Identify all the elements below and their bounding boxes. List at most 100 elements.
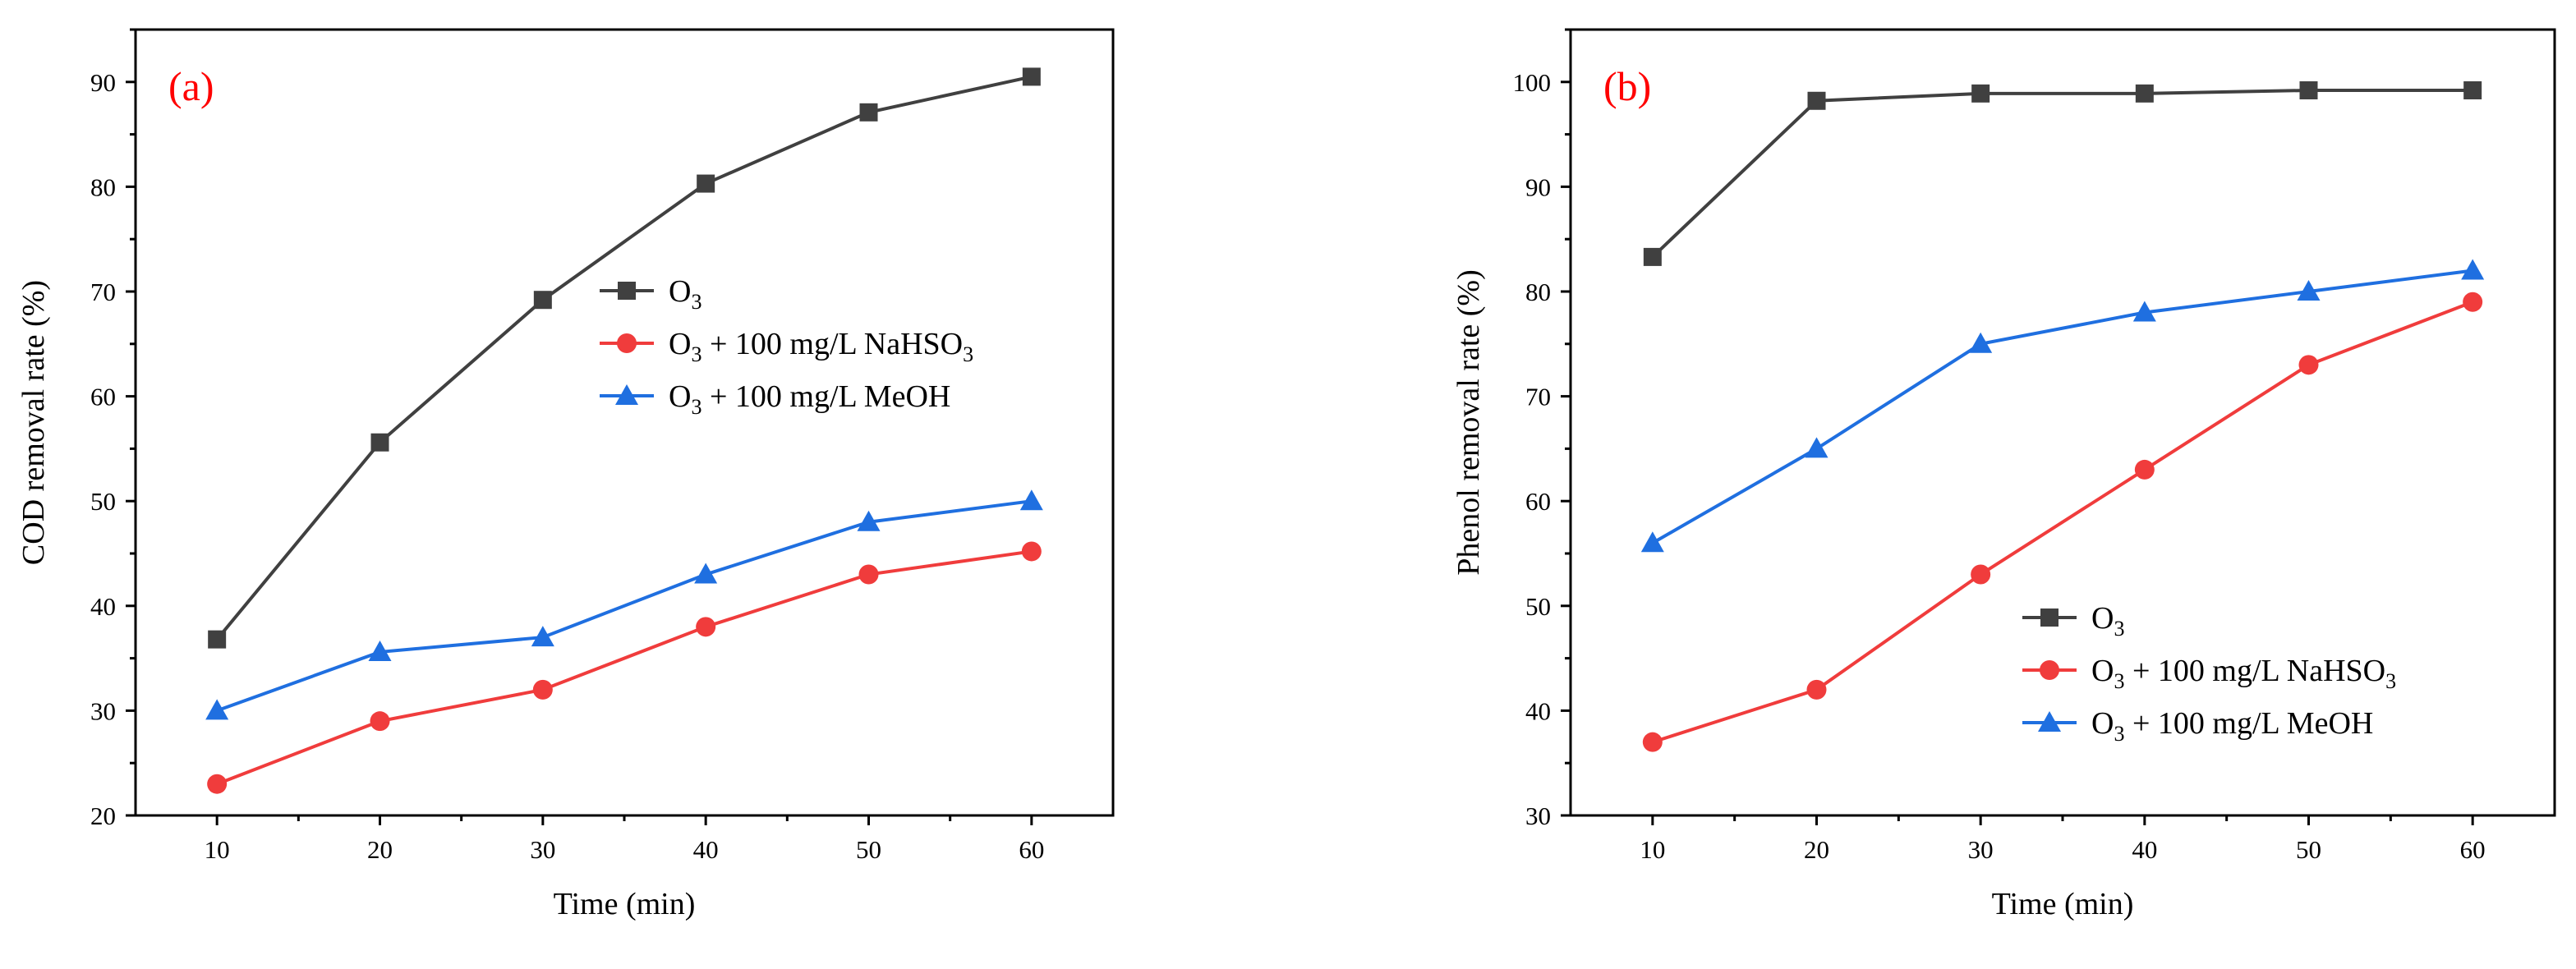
series-line	[1651, 89, 2473, 259]
data-point	[532, 679, 553, 700]
legend-item: O3	[2022, 601, 2124, 641]
data-point	[2461, 259, 2485, 280]
y-tick-label: 80	[1525, 278, 1551, 306]
legend-item: O3	[600, 274, 702, 314]
series-circle	[207, 541, 1042, 794]
data-point	[207, 774, 228, 794]
data-point	[370, 433, 389, 452]
legend-label: O3 + 100 mg/L MeOH	[2091, 706, 2373, 746]
data-point	[208, 630, 227, 649]
x-tick-label: 50	[856, 835, 881, 864]
series-line	[1651, 269, 2473, 544]
data-point	[1643, 247, 1662, 266]
data-point	[696, 617, 716, 637]
x-tick-label: 10	[205, 835, 230, 864]
data-point	[1021, 541, 1042, 562]
y-tick-label: 60	[90, 383, 116, 411]
series-line	[215, 75, 1033, 641]
y-tick-label: 70	[1525, 383, 1551, 411]
x-tick-label: 40	[693, 835, 719, 864]
y-tick-label: 30	[90, 696, 116, 725]
y-tick-label: 50	[90, 487, 116, 516]
x-tick-label: 50	[2296, 835, 2321, 864]
y-tick-label: 90	[90, 68, 116, 97]
data-point	[1805, 437, 1828, 458]
data-point	[2463, 292, 2483, 312]
x-axis-label: Time (min)	[554, 887, 696, 921]
data-point	[205, 699, 229, 720]
x-tick-label: 30	[530, 835, 555, 864]
data-point	[2297, 280, 2321, 301]
series-triangle	[1640, 259, 2485, 553]
legend-label: O3	[669, 274, 702, 314]
data-point	[1971, 564, 1991, 585]
legend-item: O3 + 100 mg/L MeOH	[600, 379, 950, 419]
legend: O3 O3 + 100 mg/L NaHSO3 O3 + 100 mg/L MeOH	[600, 274, 973, 419]
y-axis-label: Phenol removal rate (%)	[1451, 269, 1486, 575]
x-tick-label: 60	[1019, 835, 1044, 864]
y-tick-label: 40	[90, 592, 116, 621]
legend-item: O3 + 100 mg/L NaHSO3	[600, 327, 973, 366]
data-point	[2134, 459, 2155, 480]
legend-label: O3 + 100 mg/L MeOH	[669, 379, 950, 419]
x-tick-label: 40	[2132, 835, 2157, 864]
legend-marker	[2040, 608, 2058, 627]
series-line	[216, 499, 1033, 713]
data-point	[858, 564, 879, 585]
x-tick-label: 10	[1640, 835, 1665, 864]
data-point	[533, 291, 552, 310]
legend-marker	[2040, 660, 2059, 680]
data-point	[2298, 355, 2319, 375]
x-tick-label: 20	[367, 835, 393, 864]
data-point	[368, 640, 392, 661]
y-tick-label: 70	[90, 278, 116, 306]
series-line	[1652, 300, 2473, 744]
legend-item: O3 + 100 mg/L MeOH	[2022, 706, 2373, 746]
series-triangle	[205, 489, 1043, 720]
data-point	[2132, 301, 2156, 322]
series-square	[208, 67, 1041, 649]
y-tick-label: 80	[90, 172, 116, 201]
y-tick-label: 60	[1525, 487, 1551, 516]
y-tick-label: 50	[1525, 592, 1551, 621]
x-tick-label: 30	[1968, 835, 1994, 864]
data-point	[1019, 489, 1043, 511]
data-point	[370, 711, 390, 732]
plot-frame	[1569, 28, 2556, 817]
legend-marker	[615, 384, 638, 405]
data-point	[1807, 91, 1826, 110]
y-axis-label: COD removal rate (%)	[16, 280, 51, 565]
panel-label: (b)	[1603, 63, 1651, 109]
legend-label: O3 + 100 mg/L NaHSO3	[669, 327, 973, 366]
y-tick-label: 20	[90, 801, 116, 830]
y-tick-label: 90	[1525, 172, 1551, 201]
data-point	[857, 510, 881, 531]
x-tick-label: 20	[1804, 835, 1829, 864]
data-point	[1969, 332, 1993, 353]
data-point	[697, 174, 715, 193]
data-point	[531, 626, 554, 647]
y-tick-label: 40	[1525, 696, 1551, 725]
data-point	[1806, 679, 1827, 700]
plot-frame	[134, 28, 1115, 817]
legend-marker	[617, 333, 637, 353]
y-tick-label: 30	[1525, 801, 1551, 830]
data-point	[859, 103, 878, 122]
series-circle	[1642, 292, 2483, 752]
x-tick-label: 60	[2460, 835, 2486, 864]
data-point	[694, 563, 718, 584]
series-line	[216, 549, 1033, 786]
legend: O3 O3 + 100 mg/L NaHSO3 O3 + 100 mg/L MeOH	[2022, 601, 2396, 746]
data-point	[1022, 67, 1041, 86]
chart-panel-b: 10 20 30 40 50 60 30 40 50 60 70 80 90 100 Time (min) P…	[1451, 28, 2556, 921]
data-point	[2135, 84, 2154, 103]
data-point	[1642, 732, 1663, 752]
y-tick-label: 100	[1513, 68, 1552, 97]
series-square	[1643, 81, 2482, 266]
legend-marker	[2038, 711, 2061, 732]
legend-label: O3	[2091, 601, 2124, 641]
chart-panel-a: 10 20 30 40 50 60 20 30 40 50 60 70 80 90 Time (min) CO…	[16, 28, 1115, 921]
data-point	[2463, 81, 2482, 100]
data-point	[2299, 81, 2318, 100]
